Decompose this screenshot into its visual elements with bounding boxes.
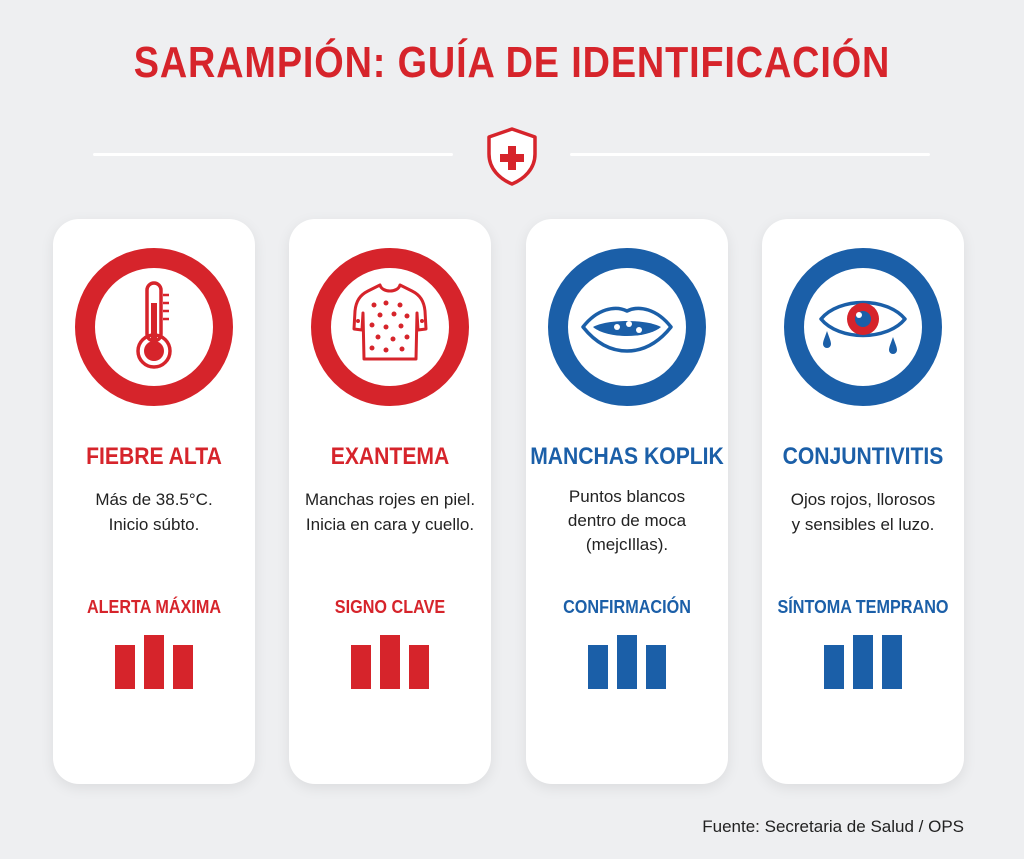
card-label: SIGNO CLAVE	[334, 597, 446, 617]
card-description: Puntos blancos dentro de moca (mejcIllas…	[528, 485, 726, 557]
medical-shield-icon	[487, 127, 537, 186]
card-label: ALERTA MÁXIMA	[86, 597, 222, 617]
description-line: dentro de moca	[567, 511, 687, 530]
mouth-icon	[548, 248, 706, 406]
card-label: CONFIRMACIÓN	[563, 597, 691, 617]
card-description: Más de 38.5°C. Inicio súbto.	[55, 487, 253, 537]
card-manchas-koplik: MANCHAS KOPLIK Puntos blancos dentro de …	[526, 219, 728, 784]
card-description: Manchas rojes en piel. Inicia en cara y …	[291, 487, 489, 537]
bars-icon	[115, 635, 193, 689]
card-title: CONJUNTIVITIS	[782, 443, 944, 470]
divider-left	[93, 153, 453, 156]
description-line: Manchas rojes en piel.	[304, 490, 476, 509]
source-credit: Fuente: Secretaria de Salud / OPS	[702, 817, 964, 836]
bars-icon	[588, 635, 666, 689]
description-line: (mejcIllas).	[585, 535, 669, 554]
divider-right	[570, 153, 930, 156]
rash-torso-icon	[311, 248, 469, 406]
card-title: FIEBRE ALTA	[86, 443, 222, 470]
card-conjuntivitis: CONJUNTIVITIS Ojos rojos, llorosos y sen…	[762, 219, 964, 784]
card-label: SÍNTOMA TEMPRANO	[777, 597, 949, 617]
bars-icon	[351, 635, 429, 689]
card-description: Ojos rojos, llorosos y sensibles el luzo…	[764, 487, 962, 537]
card-title: MANCHAS KOPLIK	[530, 443, 724, 470]
page-title: SARAMPIÓN: GUÍA DE IDENTIFICACIÓN	[133, 38, 891, 87]
teary-eye-icon	[784, 248, 942, 406]
description-line: Más de 38.5°C.	[95, 490, 213, 509]
card-exantema: EXANTEMA Manchas rojes en piel. Inicia e…	[289, 219, 491, 784]
description-line: Ojos rojos, llorosos	[790, 490, 936, 509]
description-line: Inicia en cara y cuello.	[305, 515, 475, 534]
bars-icon	[824, 635, 902, 689]
card-fiebre-alta: FIEBRE ALTA Más de 38.5°C. Inicio súbto.…	[53, 219, 255, 784]
description-line: Puntos blancos	[568, 487, 686, 506]
description-line: Inicio súbto.	[108, 515, 200, 534]
card-title: EXANTEMA	[330, 443, 450, 470]
description-line: y sensibles el luzo.	[791, 515, 935, 534]
thermometer-icon	[75, 248, 233, 406]
